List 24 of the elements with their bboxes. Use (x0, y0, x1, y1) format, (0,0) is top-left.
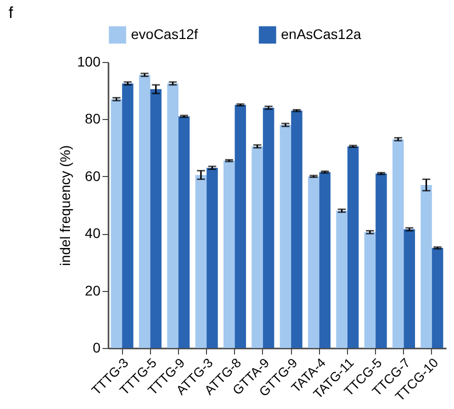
bar (319, 172, 331, 348)
y-tick-label: 0 (92, 340, 101, 356)
bar (110, 99, 122, 348)
text: f (8, 5, 14, 22)
legend-label: evoCas12f (131, 26, 198, 42)
bar (178, 116, 190, 348)
bar (195, 174, 207, 348)
bar (432, 248, 444, 348)
y-tick-label: 40 (84, 225, 101, 242)
legend-label: enAsCas12a (281, 26, 362, 42)
bar (234, 104, 246, 348)
y-tick-label: 100 (77, 54, 101, 70)
bar (150, 89, 162, 348)
bar (347, 146, 359, 348)
y-tick-label: 20 (84, 282, 101, 298)
y-tick-label: 60 (84, 168, 101, 184)
bar (376, 174, 387, 348)
bar (291, 110, 302, 348)
bar (420, 184, 432, 348)
bar (223, 160, 235, 348)
bar (308, 176, 320, 348)
y-axis-title: indel frequency (%) (57, 145, 74, 266)
bar (364, 232, 376, 348)
y-tick-label: 80 (84, 110, 101, 127)
